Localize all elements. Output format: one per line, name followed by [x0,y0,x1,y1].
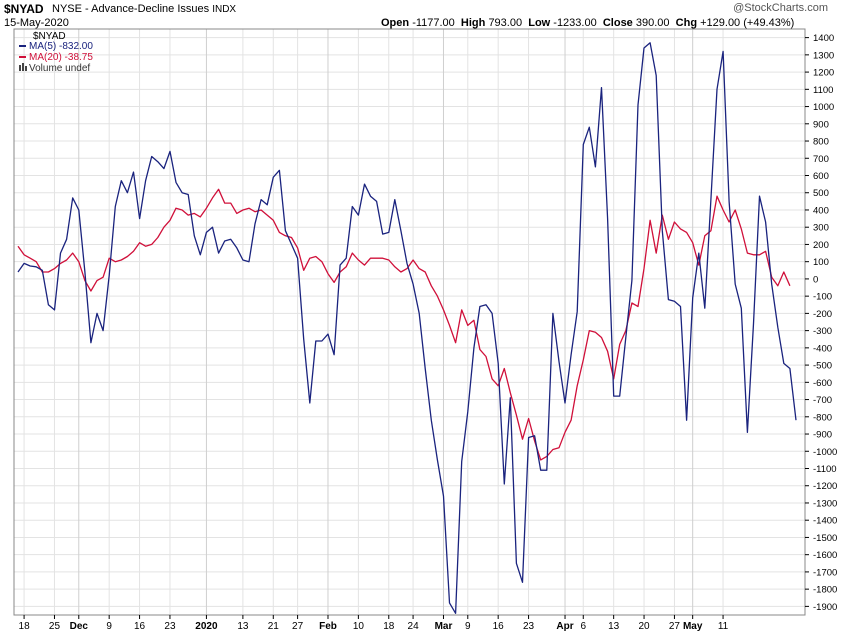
grid-layer [14,29,805,615]
chg-label: Chg [675,17,698,29]
x-tick-label: 16 [134,621,146,632]
x-tick-label: Mar [435,621,453,632]
y-tick-label: 500 [813,188,829,199]
low-label: Low [528,17,551,29]
y-tick-label: 700 [813,154,829,165]
y-tick-label: -1900 [813,602,837,613]
y-tick-label: 200 [813,240,829,251]
high-label: High [460,17,486,29]
plot-frame [13,28,806,616]
x-tick-label: 13 [608,621,620,632]
x-tick-label: 11 [718,621,729,632]
y-tick-label: 100 [813,257,829,268]
x-tick-label: May [683,621,703,632]
x-tick-label: 21 [268,621,280,632]
ohlc-summary: Open -1177.00 High 793.00 Low -1233.00 C… [381,17,794,29]
open-label: Open [381,17,410,29]
x-tick-label: 25 [49,621,61,632]
y-tick-label: -600 [813,378,832,389]
y-tick-label: -800 [813,412,832,423]
chg-value: +129.00 (+49.43%) [700,17,795,29]
legend-volume: Volume undef [29,63,90,74]
x-tick-label: 9 [106,621,112,632]
series-line-ma20 [17,188,791,461]
y-tick-label: 300 [813,223,829,234]
header-description-text: NYSE - Advance-Decline Issues [52,3,210,15]
x-tick-label: 24 [408,621,420,632]
y-tick-label: -400 [813,343,832,354]
header-date: 15-May-2020 [4,17,69,29]
y-tick-label: -100 [813,292,832,303]
x-tick-label: 10 [353,621,365,632]
header-symbol: $NYAD [4,2,44,16]
x-axis: 18 25 Dec 9 16 23 2020 13 21 27 Feb 10 18 24 Mar 9 16 23 A… [19,615,729,632]
legend-ma20: MA(20) -38.75 [29,52,93,63]
header-exchange: INDX [212,4,237,15]
y-tick-label: 1300 [813,50,834,61]
x-tick-label: 20 [638,621,650,632]
open-value: -1177.00 [412,17,455,29]
y-tick-label: -1300 [813,498,837,509]
x-tick-label: 18 [383,621,395,632]
x-tick-label: 27 [292,621,304,632]
header-description: NYSE - Advance-Decline Issues INDX [52,3,236,15]
y-tick-label: 1400 [813,33,834,44]
x-tick-label: 23 [523,621,535,632]
y-tick-label: -1700 [813,567,837,578]
y-tick-label: -1000 [813,447,837,458]
close-value: 390.00 [635,17,670,29]
x-tick-label: 9 [465,621,471,632]
y-tick-label: -1400 [813,516,837,527]
y-tick-label: -700 [813,395,832,406]
y-tick-label: -1200 [813,481,837,492]
y-tick-label: -200 [813,309,832,320]
legend-symbol: $NYAD [33,31,66,42]
x-tick-label: Dec [70,621,89,632]
close-label: Close [602,17,633,29]
x-tick-label: 6 [580,621,586,632]
series-line-ma5 [17,42,797,614]
legend: $NYAD MA(5) -832.00 MA(20) -38.75 Volume… [19,31,93,74]
y-tick-label: -900 [813,430,832,441]
stockcharts-logo: @StockCharts.com [733,2,828,14]
x-tick-label: 16 [493,621,505,632]
high-value: 793.00 [488,17,523,29]
y-tick-label: -1100 [813,464,837,475]
y-tick-label: -300 [813,326,832,337]
y-tick-label: 900 [813,119,829,130]
y-tick-label: -500 [813,361,832,372]
low-value: -1233.00 [553,17,597,29]
y-tick-label: -1800 [813,585,837,596]
y-tick-label: 1000 [813,102,834,113]
y-tick-label: 1100 [813,85,833,96]
series-layer [17,42,797,614]
x-tick-label: Apr [556,621,573,632]
x-tick-label: 13 [237,621,249,632]
y-tick-label: -1600 [813,550,837,561]
y-tick-label: -1500 [813,533,837,544]
y-tick-label: 0 [813,274,818,285]
y-axis: 1400130012001100100090080070060050040030… [805,33,837,613]
x-tick-label: 2020 [195,621,218,632]
y-tick-label: 800 [813,137,829,148]
y-tick-label: 1200 [813,68,834,79]
volume-icon [19,63,27,71]
legend-ma5: MA(5) -832.00 [29,41,93,52]
x-tick-label: 23 [164,621,176,632]
x-tick-label: 18 [19,621,31,632]
y-tick-label: 600 [813,171,829,182]
x-tick-label: 27 [669,621,681,632]
y-tick-label: 400 [813,205,829,216]
x-tick-label: Feb [319,621,337,632]
